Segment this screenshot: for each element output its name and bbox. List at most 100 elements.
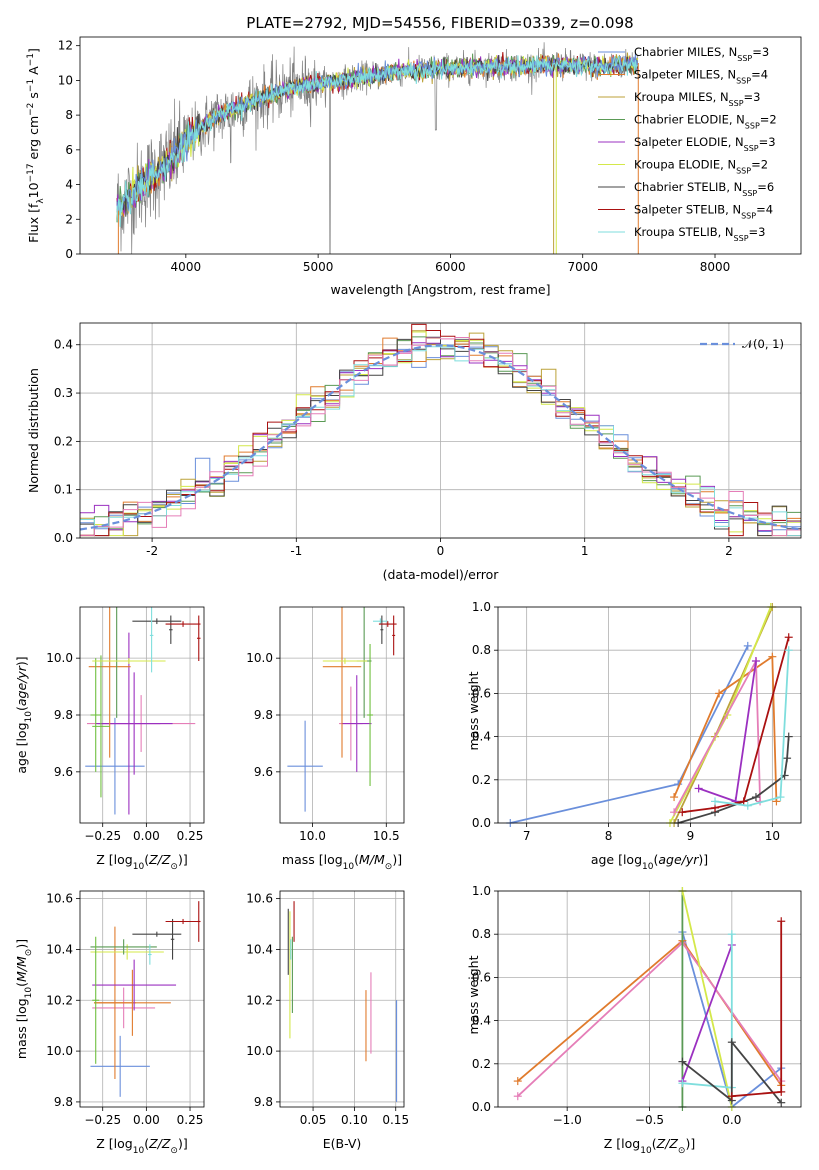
label-part: −1 [26,79,36,92]
label-part: M/M [14,956,29,982]
label-part: ⊙ [170,862,178,872]
y-tick-label: 10.0 [46,1044,73,1058]
x-axis-label: (data-model)/error [383,567,500,582]
axes-frame [279,606,405,824]
label-part: Z/Z [148,1136,171,1151]
histogram-series [80,346,801,538]
x-tick-label: 8 [605,829,613,843]
axes-mass_vs_Z: −0.25 0.00 0.259.810.010.210.410.6Z [log10… [14,890,205,1156]
x-tick-label: −0.25 [84,1113,121,1127]
y-tick-label: 1.0 [472,884,491,898]
axes-frame [79,606,205,824]
y-tick-label: 0.2 [472,1057,491,1071]
x-axis-label: Z [log10(Z/Z⊙)] [96,1136,187,1156]
y-tick-label: 9.8 [54,708,73,722]
y-tick-label: 0.4 [54,338,73,352]
weight-series-line [681,1039,782,1104]
label-part: M/M [359,852,385,867]
legend-sub: SSP [742,189,757,198]
legend-text: Salpeter STELIB, N [634,203,741,217]
label-part: ( [144,1136,149,1151]
y-tick-label: 9.6 [54,765,73,779]
legend-entry: Chabrier ELODIE, NSSP=2 [634,113,777,131]
legend-text: Chabrier STELIB, N [634,180,742,194]
axes-frame [79,890,205,1108]
legend-eq: =3 [752,45,769,59]
y-tick-label: 0.0 [54,531,73,545]
legend-entry: Kroupa ELODIE, NSSP=2 [634,158,768,176]
x-tick-label: 1 [581,544,589,558]
label-part: )] [698,852,708,867]
y-axis-label: Flux [fλ10−17 erg cm−2 s−1 A−1] [26,48,46,243]
y-axis-label: mass [log10(M/M⊙)] [14,939,34,1059]
label-part: s [26,92,41,103]
legend-text: Chabrier MILES, N [634,45,737,59]
label-part: ⊙ [170,1146,178,1156]
x-tick-label: 0.0 [722,1113,741,1127]
x-axis-label: wavelength [Angstrom, rest frame] [330,282,550,297]
y-tick-label: 4 [65,178,73,192]
y-tick-label: 0.2 [54,434,73,448]
x-tick-label: 2 [725,544,733,558]
legend-sub: SSP [736,76,751,85]
legend-eq: =2 [760,113,777,127]
label-part: Flux [f [26,203,41,243]
label-part: ⊙ [678,1146,686,1156]
label-part: ( [144,852,149,867]
axes-frame [79,322,802,539]
x-axis-label: Z [log10(Z/Z⊙)] [604,1136,695,1156]
legend-eq: =4 [751,68,768,82]
y-tick-label: 0.8 [472,927,491,941]
weight-series-line [682,636,790,814]
y-tick-label: 0.0 [472,1100,491,1114]
y-tick-label: 10.2 [46,993,73,1007]
x-tick-label: −1.0 [553,1113,582,1127]
label-part: ( [14,706,29,711]
histogram-series [80,337,801,538]
y-tick-label: 10.2 [246,993,273,1007]
legend-text: Chabrier ELODIE, N [634,113,745,127]
legend-sub: SSP [741,211,756,220]
y-tick-label: 1.0 [472,600,491,614]
label-part: age [log [14,722,29,773]
x-tick-label: −0.5 [635,1113,664,1127]
x-tick-label: 0.00 [133,1113,160,1127]
label-part: mass [log [282,852,343,867]
weight-series-line [673,655,778,802]
axes-age_vs_Z: −0.25 0.00 0.259.69.810.0Z [log10(Z/Z⊙)]ag… [14,606,205,872]
legend-eq: =2 [751,158,768,172]
x-tick-label: 9 [687,829,695,843]
label-part: )] [685,1136,695,1151]
label-part: erg cm [26,116,41,164]
weight-series-line [714,650,790,807]
label-part: −17 [26,163,36,182]
x-tick-label: 0.25 [177,1113,204,1127]
label-part: )] [14,656,29,666]
legend-entry: Salpeter MILES, NSSP=4 [634,68,768,86]
y-tick-label: 12 [58,39,73,53]
legend-entry: Kroupa MILES, NSSP=3 [634,90,760,108]
label-part: ] [26,48,41,53]
x-tick-label: 10.0 [299,829,326,843]
x-tick-label: -2 [146,544,158,558]
y-tick-label: 10.0 [246,1044,273,1058]
legend-sub: SSP [744,144,759,153]
x-tick-label: 0.05 [300,1113,327,1127]
y-tick-label: 9.8 [54,1095,73,1109]
x-tick-label: 6000 [435,260,466,274]
axes-frame [497,606,802,824]
label-part: 10 [26,182,41,198]
label-part: ( [652,1136,657,1151]
x-tick-label: 0.10 [341,1113,368,1127]
x-tick-label: 4000 [171,260,202,274]
legend-sub: SSP [736,166,751,175]
x-tick-label: 5000 [303,260,334,274]
y-tick-label: 2 [65,212,73,226]
label-part: )] [14,939,29,949]
x-tick-label: 0 [437,544,445,558]
label-part: )] [178,852,188,867]
label-part: age/yr [658,852,699,867]
legend-entry: Chabrier STELIB, NSSP=6 [634,180,774,198]
y-tick-label: 10.0 [46,651,73,665]
label-part: ⊙ [385,862,393,872]
